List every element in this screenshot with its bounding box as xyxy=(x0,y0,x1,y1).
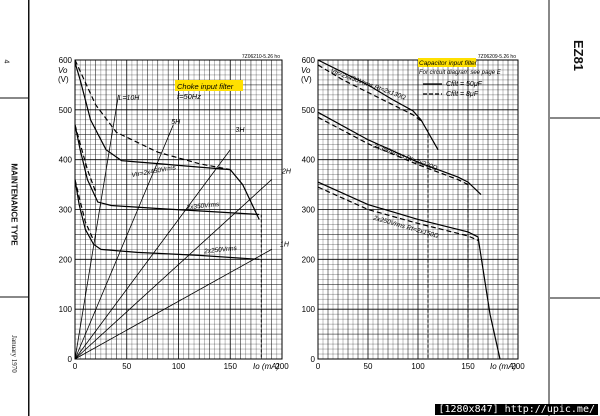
cap-y-tick-label: 500 xyxy=(302,106,316,115)
choke-choke-line-0 xyxy=(74,94,119,360)
choke-choke-line-3 xyxy=(74,179,272,360)
cap-y-tick-label: 600 xyxy=(302,56,316,65)
cap-x-tick-label: 0 xyxy=(316,362,321,371)
choke-y-axis-label: Vo xyxy=(58,66,68,75)
right-tab-strip: EZ81 xyxy=(549,0,600,416)
choke-ref-code: 7Z06210-5.26 ho xyxy=(242,54,280,60)
choke-curve-label-choke_3h: 3H xyxy=(235,127,245,134)
cap-y-tick-label: 300 xyxy=(302,206,316,215)
footer-watermark: [1280x847] http://upic.me/ xyxy=(435,404,598,415)
cap-subtitle: For circuit diagram see page E xyxy=(419,70,502,76)
choke-series-1 xyxy=(74,59,231,171)
cap-y-axis-unit: (V) xyxy=(301,75,312,84)
choke-series-2 xyxy=(74,124,260,216)
choke-x-tick-label: 100 xyxy=(172,362,186,371)
choke-x-tick-label: 0 xyxy=(73,362,78,371)
cap-x-tick-label: 200 xyxy=(511,362,525,371)
cap-x-tick-label: 100 xyxy=(411,362,425,371)
choke-curve-label-v350: 2x350Vrms xyxy=(185,201,220,212)
choke-y-tick-label: 600 xyxy=(59,56,73,65)
choke-y-tick-label: 500 xyxy=(59,106,73,115)
choke-series-5 xyxy=(74,179,95,241)
cap-title-highlight xyxy=(418,58,476,67)
cap-x-tick-label: 150 xyxy=(461,362,475,371)
choke-x-tick-label: 50 xyxy=(122,362,131,371)
choke-x-tick-label: 150 xyxy=(224,362,238,371)
choke-y-tick-label: 400 xyxy=(59,156,73,165)
choke-y-tick-label: 200 xyxy=(59,255,73,264)
cap-y-tick-label: 0 xyxy=(311,355,316,364)
cap-series-5 xyxy=(317,186,479,241)
cap-legend-label-0: Cfilt = 50μF xyxy=(446,81,483,88)
cap-title: Capacitor input filter xyxy=(419,60,478,67)
choke-y-tick-label: 100 xyxy=(59,305,73,314)
choke-choke-line-4 xyxy=(74,249,272,360)
choke-title-highlight xyxy=(175,80,243,91)
choke-x-tick-label: 200 xyxy=(275,362,289,371)
cap-y-tick-label: 200 xyxy=(302,255,316,264)
choke-frame xyxy=(74,59,283,360)
choke-curve-label-choke_10h: L=10H xyxy=(118,95,140,102)
choke-series-3 xyxy=(74,124,97,193)
choke-y-tick-label: 0 xyxy=(68,355,73,364)
choke-choke-line-1 xyxy=(74,124,174,360)
cap-series-2 xyxy=(317,111,482,195)
choke-subtitle: f=50Hz xyxy=(177,92,201,101)
cap-ref-code: 7Z06209-5.26 ho xyxy=(478,54,516,60)
cap-series-1 xyxy=(317,64,422,122)
choke-curve-label-v250: 2x250Vrms xyxy=(203,245,238,256)
choke-choke-line-2 xyxy=(74,149,231,360)
cap-y-tick-label: 100 xyxy=(302,305,316,314)
cap-series-0 xyxy=(317,59,439,150)
choke-y-axis-unit: (V) xyxy=(58,75,69,84)
choke-curve-label-choke_5h: 5H xyxy=(171,119,181,126)
cap-x-tick-label: 50 xyxy=(364,362,373,371)
cap-legend-label-1: Cfilt = 8μF xyxy=(446,91,479,98)
cap-y-axis-label: Vo xyxy=(301,66,311,75)
choke-y-tick-label: 300 xyxy=(59,206,73,215)
choke-curve-label-choke_1h: 1H xyxy=(280,241,290,248)
choke-x-axis-label: Io (mA) xyxy=(253,362,280,371)
choke-curve-label-choke_2h: 2H xyxy=(281,169,292,176)
cap-y-tick-label: 400 xyxy=(302,156,316,165)
choke-title: Choke input filter xyxy=(177,82,234,91)
choke-series-0 xyxy=(74,62,260,220)
cap-x-axis-label: Io (mA) xyxy=(490,362,517,371)
